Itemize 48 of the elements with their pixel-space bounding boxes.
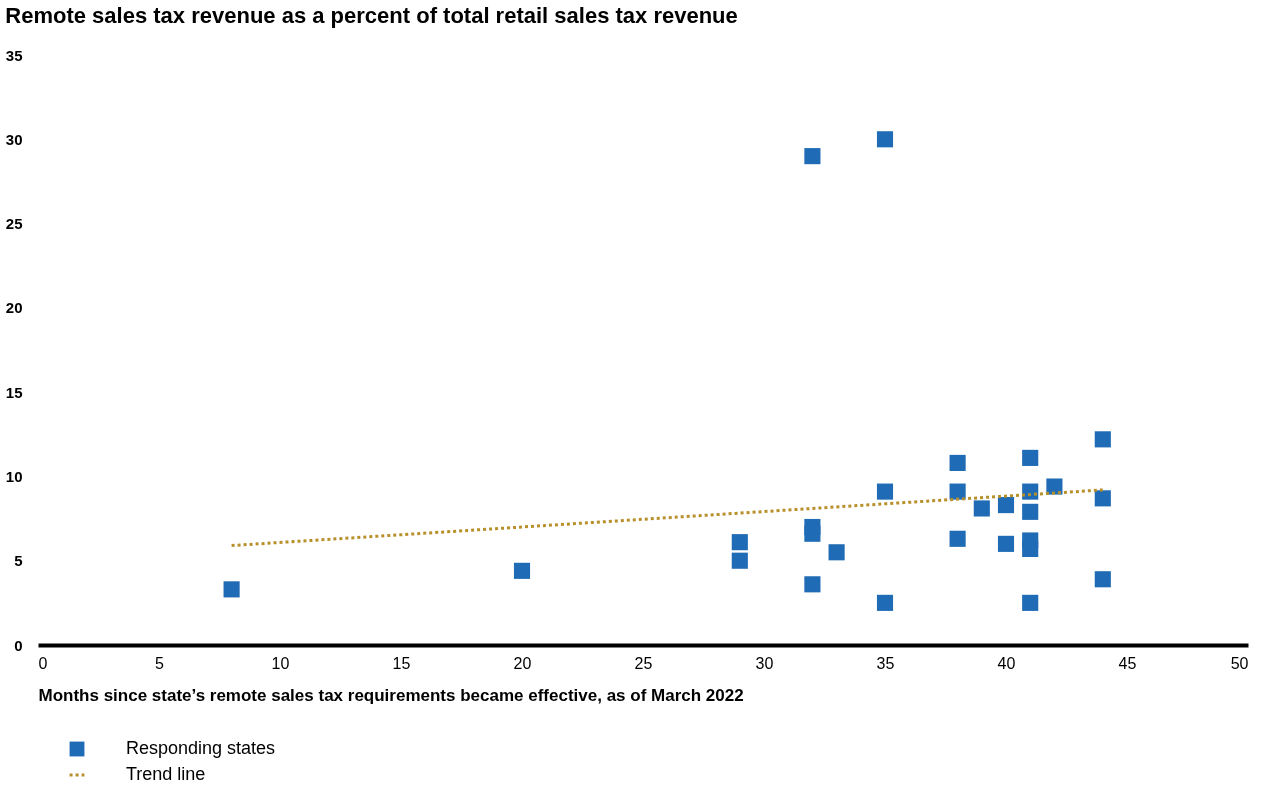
point <box>804 576 821 593</box>
point <box>876 483 894 500</box>
point <box>1022 594 1039 611</box>
point <box>223 581 240 598</box>
x-tick-label: 5 <box>155 654 165 672</box>
point <box>731 552 748 569</box>
y-tick-label: 20 <box>5 299 23 317</box>
x-tick-label: 25 <box>634 654 653 672</box>
y-tick-label: 5 <box>14 552 23 570</box>
point <box>1022 503 1039 520</box>
point <box>973 500 990 517</box>
point <box>1094 571 1111 588</box>
x-tick-label: 40 <box>997 654 1016 672</box>
x-tick-label: 30 <box>755 654 774 672</box>
point <box>513 562 531 579</box>
point <box>949 483 966 500</box>
y-tick-label: 25 <box>5 215 23 233</box>
point <box>876 594 894 611</box>
point <box>731 534 748 551</box>
x-tick-label: 45 <box>1118 654 1137 672</box>
point <box>1046 478 1063 495</box>
point <box>828 544 845 561</box>
legend-label: Responding states <box>126 738 276 758</box>
chart-title: Remote sales tax revenue as a percent of total retail sales tax revenue <box>5 3 738 28</box>
x-tick-label: 50 <box>1230 654 1249 672</box>
y-tick-label: 35 <box>5 46 23 64</box>
point <box>997 535 1015 552</box>
x-tick-label: 0 <box>38 654 48 672</box>
point <box>997 497 1015 514</box>
y-tick-label: 10 <box>5 467 23 485</box>
point <box>949 454 966 472</box>
point <box>1022 449 1039 466</box>
x-tick-label: 15 <box>392 654 411 672</box>
y-tick-label: 0 <box>14 636 23 654</box>
x-axis-title: Months since state’s remote sales tax requirements became effective, as of March 2022 <box>38 685 744 705</box>
point <box>1022 540 1039 557</box>
legend-label: Trend line <box>126 764 206 784</box>
y-tick-label: 15 <box>5 383 23 401</box>
y-tick-label: 30 <box>5 130 23 148</box>
point <box>804 525 821 542</box>
point <box>1094 431 1111 448</box>
x-tick-label: 35 <box>876 654 895 672</box>
point <box>949 530 966 547</box>
x-tick-label: 10 <box>271 654 290 672</box>
x-tick-label: 20 <box>513 654 532 672</box>
point <box>876 131 894 148</box>
point <box>804 148 821 165</box>
point <box>1094 490 1111 507</box>
